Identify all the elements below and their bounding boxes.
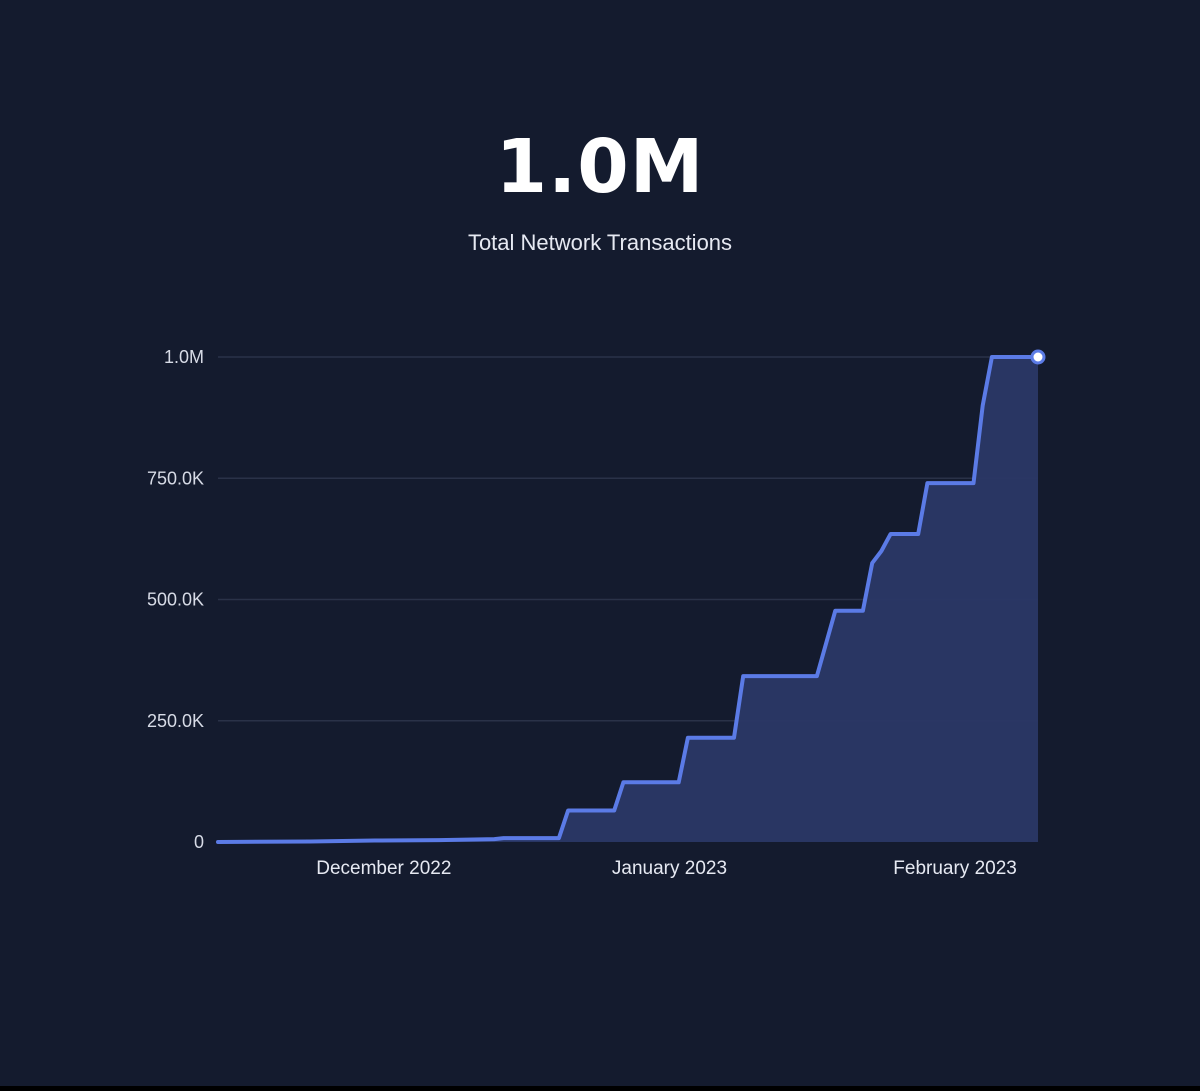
series-line bbox=[216, 355, 1040, 844]
x-tick-label: February 2023 bbox=[893, 858, 1017, 879]
series-area bbox=[218, 357, 1038, 842]
headline-label: Total Network Transactions bbox=[467, 230, 733, 255]
y-axis-ticks: 0 250.0K 500.0K 750.0K 1.0M bbox=[147, 347, 204, 852]
y-tick-label: 250.0K bbox=[147, 711, 204, 731]
series-end-point[interactable] bbox=[1030, 349, 1046, 365]
y-tick-label: 1.0M bbox=[164, 347, 204, 367]
x-axis-ticks: December 2022 January 2023 February 2023 bbox=[316, 858, 1017, 879]
y-tick-label: 0 bbox=[194, 832, 204, 852]
y-tick-label: 500.0K bbox=[147, 590, 204, 610]
bottom-edge bbox=[0, 1086, 1200, 1091]
headline-value: 1.0M bbox=[495, 124, 705, 210]
y-tick-label: 750.0K bbox=[147, 468, 204, 488]
x-tick-label: December 2022 bbox=[316, 858, 451, 879]
x-tick-label: January 2023 bbox=[612, 858, 727, 879]
